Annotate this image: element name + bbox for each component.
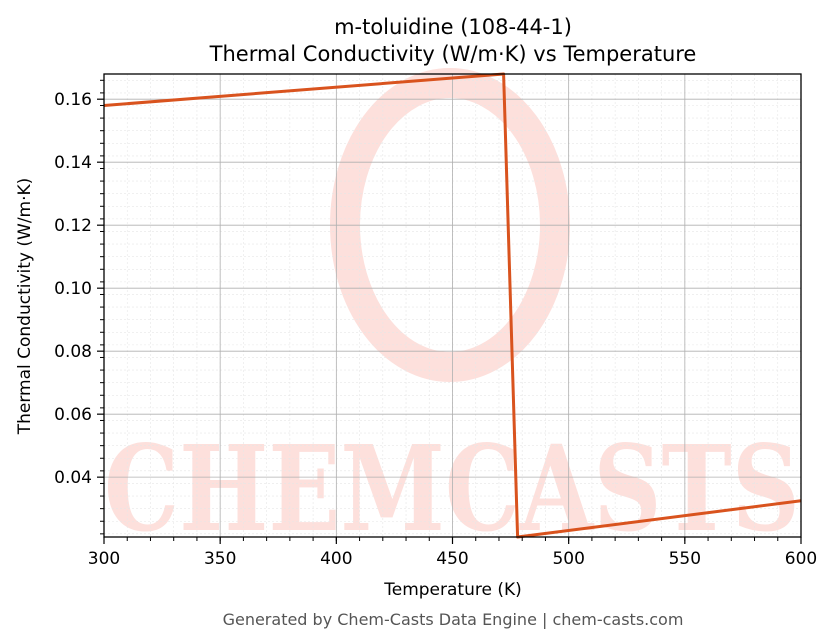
axis-ticks: [97, 79, 802, 544]
x-tick-label: 300: [88, 549, 120, 569]
y-tick-label: 0.04: [54, 468, 92, 488]
y-tick-label: 0.10: [54, 279, 92, 299]
series-line: [103, 72, 802, 539]
chart-title: m-toluidine (108-44-1): [334, 15, 572, 39]
y-tick-label: 0.14: [54, 153, 92, 173]
x-tick-label: 350: [204, 549, 236, 569]
y-axis-label: Thermal Conductivity (W/m·K): [15, 178, 35, 436]
x-tick-label: 500: [552, 549, 584, 569]
y-tick-label: 0.06: [54, 405, 92, 425]
watermark: CHEMCASTS: [104, 68, 800, 558]
x-tick-label: 600: [785, 549, 817, 569]
tick-labels: 300 350 400 450 500 550 600 0.04 0.06 0.08 0.10 0.1…: [54, 90, 817, 569]
x-tick-label: 400: [320, 549, 352, 569]
x-tick-label: 550: [669, 549, 701, 569]
x-tick-label: 450: [436, 549, 468, 569]
series-layer: [103, 72, 802, 539]
y-tick-label: 0.08: [54, 342, 92, 362]
footer-credit: Generated by Chem-Casts Data Engine | ch…: [223, 610, 684, 629]
chart-subtitle: Thermal Conductivity (W/m·K) vs Temperat…: [209, 42, 697, 66]
y-tick-label: 0.12: [54, 216, 92, 236]
y-tick-label: 0.16: [54, 90, 92, 110]
x-axis-label: Temperature (K): [383, 580, 522, 600]
